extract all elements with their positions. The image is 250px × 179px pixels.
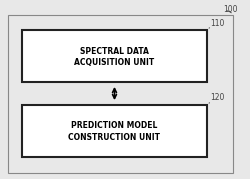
Bar	[22, 30, 207, 82]
Text: PREDICTION MODEL: PREDICTION MODEL	[71, 122, 158, 130]
Bar	[8, 15, 233, 173]
Bar	[22, 105, 207, 157]
Text: 120: 120	[210, 93, 224, 103]
Text: 110: 110	[210, 18, 224, 28]
Text: ACQUISITION UNIT: ACQUISITION UNIT	[74, 59, 154, 67]
Text: SPECTRAL DATA: SPECTRAL DATA	[80, 47, 149, 55]
Text: CONSTRUCTION UNIT: CONSTRUCTION UNIT	[68, 134, 160, 142]
Text: 100: 100	[223, 6, 237, 14]
